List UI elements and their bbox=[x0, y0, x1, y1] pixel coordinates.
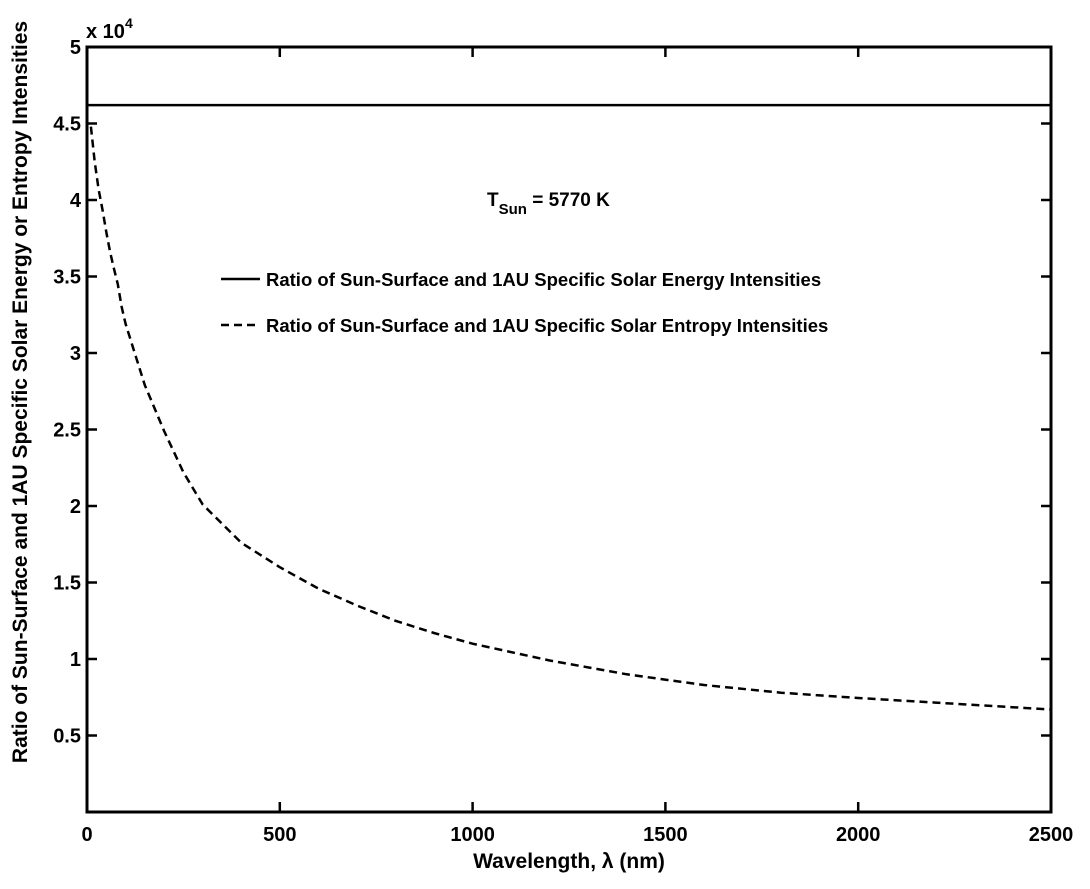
y-axis-exponent: x 104 bbox=[86, 15, 133, 43]
y-tick-label: 2 bbox=[70, 496, 81, 518]
annotation-main: T bbox=[487, 190, 499, 211]
y-tick-label: 1.5 bbox=[53, 573, 81, 595]
y-tick-label: 3.5 bbox=[53, 267, 81, 289]
y-axis-exponent-base: x 10 bbox=[86, 21, 125, 43]
series-layer bbox=[87, 103, 1052, 711]
series-line-entropy bbox=[89, 126, 1052, 711]
y-axis-exponent-power: 4 bbox=[125, 15, 133, 31]
tick-layer: 0 500 1000 1500 2000 2500 0.5 1 1.5 2 2.5 3 3.5 4 4.5 5 bbox=[53, 37, 1073, 846]
y-tick-label: 4.5 bbox=[53, 114, 81, 136]
x-tick-label: 1500 bbox=[643, 824, 688, 846]
y-tick-label: 2.5 bbox=[53, 420, 81, 442]
x-tick-label: 2500 bbox=[1029, 824, 1074, 846]
y-tick-label: 1 bbox=[70, 649, 81, 671]
x-tick-label: 0 bbox=[81, 824, 92, 846]
y-tick-label: 5 bbox=[70, 37, 81, 59]
annotation-suffix: = 5770 K bbox=[527, 190, 610, 211]
temperature-annotation: TSun = 5770 K bbox=[487, 190, 610, 218]
plot-frame bbox=[85, 45, 1053, 814]
legend-label-entropy: Ratio of Sun-Surface and 1AU Specific So… bbox=[266, 315, 828, 336]
x-axis-title: Wavelength, λ (nm) bbox=[473, 850, 665, 873]
legend-label-energy: Ratio of Sun-Surface and 1AU Specific So… bbox=[266, 269, 821, 290]
x-tick-label: 1000 bbox=[450, 824, 495, 846]
x-tick-label: 500 bbox=[263, 824, 296, 846]
legend: Ratio of Sun-Surface and 1AU Specific So… bbox=[221, 269, 828, 336]
x-tick-label: 2000 bbox=[836, 824, 881, 846]
annotation-subscript: Sun bbox=[499, 201, 527, 218]
y-tick-label: 4 bbox=[70, 190, 82, 212]
y-axis-title: Ratio of Sun-Surface and 1AU Specific So… bbox=[9, 21, 32, 763]
y-tick-label: 0.5 bbox=[53, 726, 81, 748]
y-tick-label: 3 bbox=[70, 343, 81, 365]
